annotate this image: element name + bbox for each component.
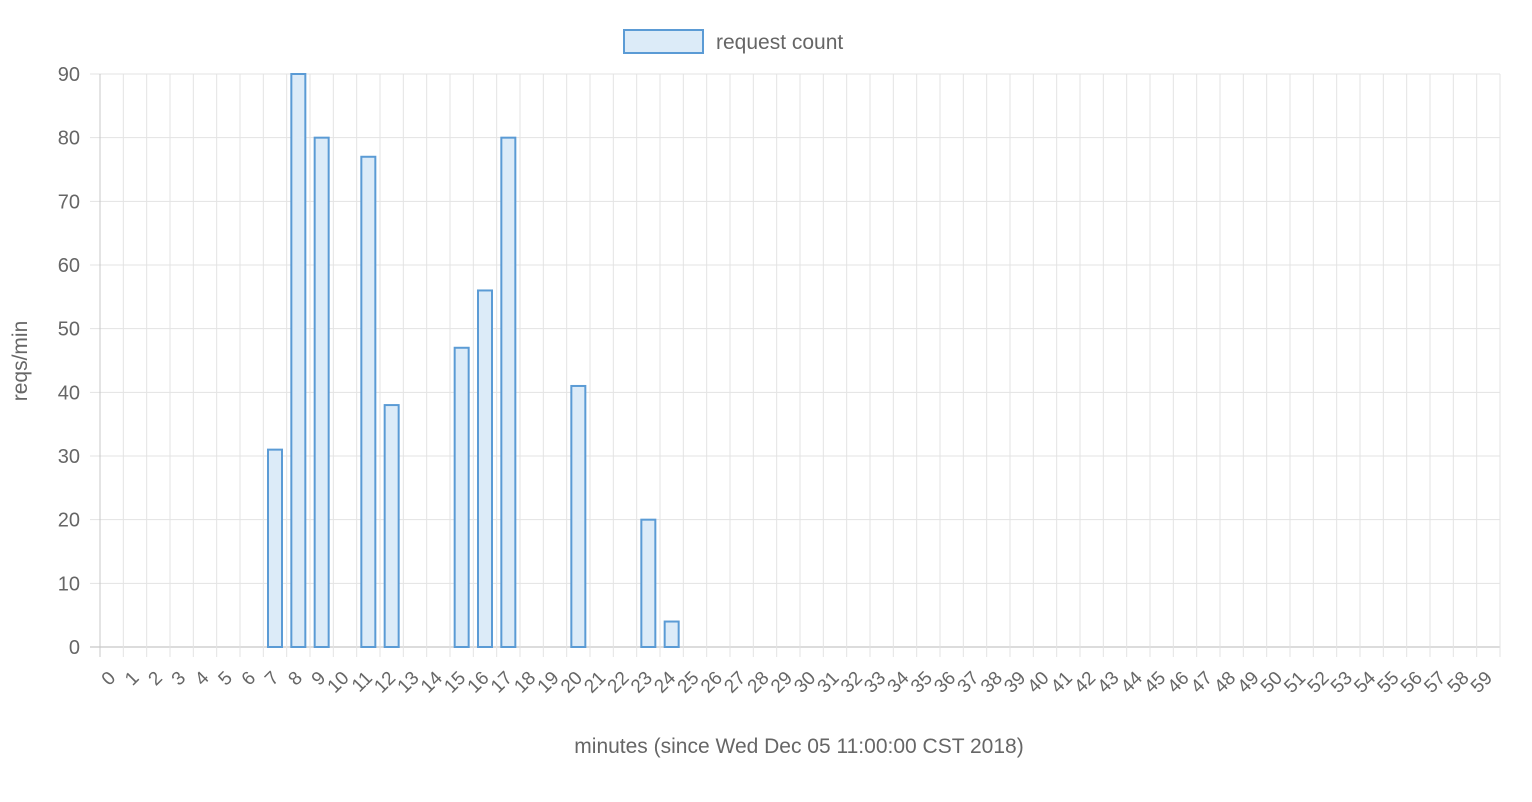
x-tick-label: 7	[261, 668, 283, 690]
x-tick-label: 3	[168, 668, 190, 690]
y-tick-label: 0	[69, 637, 80, 659]
y-tick-label: 60	[58, 255, 80, 277]
y-tick-label: 90	[58, 64, 80, 86]
y-tick-label: 50	[58, 319, 80, 341]
y-tick-label: 40	[58, 382, 80, 404]
x-tick-label: 6	[238, 668, 260, 690]
y-tick-label: 10	[58, 573, 80, 595]
x-tick-label: 2	[145, 668, 167, 690]
x-tick-label: 4	[191, 667, 214, 690]
y-axis-title: reqs/min	[9, 321, 32, 402]
x-tick-label: 5	[215, 668, 237, 690]
bar-9[interactable]	[313, 136, 330, 649]
y-tick-label: 80	[58, 128, 80, 150]
y-tick-label: 30	[58, 446, 80, 468]
bar-7[interactable]	[267, 448, 283, 648]
bar-16[interactable]	[477, 289, 493, 648]
x-tick-label: 59	[1467, 668, 1497, 698]
bar-24[interactable]	[663, 620, 680, 648]
bar-11[interactable]	[360, 155, 377, 648]
bar-23[interactable]	[640, 518, 657, 649]
y-tick-label: 70	[58, 191, 80, 213]
bars	[267, 73, 680, 649]
x-tick-label: 0	[98, 668, 120, 690]
x-axis-title: minutes (since Wed Dec 05 11:00:00 CST 2…	[574, 735, 1023, 758]
bar-12[interactable]	[383, 404, 400, 649]
bar-20[interactable]	[570, 384, 587, 648]
legend-label[interactable]: request count	[716, 31, 843, 54]
legend-swatch[interactable]	[623, 29, 704, 54]
x-tick-label: 8	[285, 668, 307, 690]
bar-17[interactable]	[500, 136, 517, 649]
legend[interactable]: request count	[623, 29, 843, 54]
x-tick-label: 1	[121, 668, 143, 690]
bar-8[interactable]	[290, 73, 307, 648]
bar-15[interactable]	[453, 346, 470, 648]
y-tick-label: 20	[58, 510, 80, 532]
